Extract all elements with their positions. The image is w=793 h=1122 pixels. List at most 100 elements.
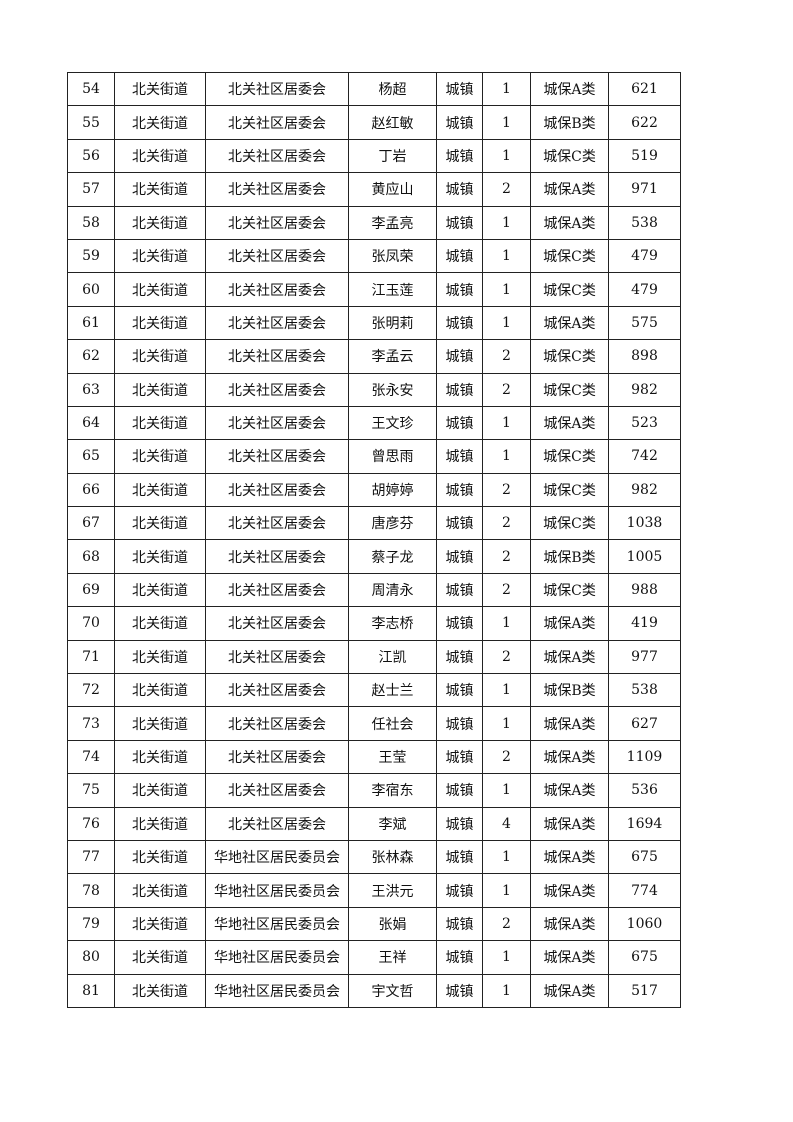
cell-amount: 479 (608, 272, 681, 307)
cell-community: 北关社区居委会 (205, 806, 349, 841)
cell-name: 李孟亮 (348, 205, 437, 240)
cell-household-size: 2 (482, 339, 531, 374)
cell-community: 北关社区居委会 (205, 539, 349, 574)
cell-community: 北关社区居委会 (205, 572, 349, 608)
cell-row-number: 63 (67, 372, 115, 407)
cell-household-size: 1 (482, 238, 531, 274)
cell-community: 北关社区居委会 (205, 172, 349, 207)
cell-amount: 971 (608, 172, 681, 207)
cell-amount: 419 (608, 606, 681, 641)
cell-category: 城保A类 (530, 940, 609, 975)
cell-area-type: 城镇 (436, 472, 483, 508)
cell-street: 北关街道 (114, 272, 206, 307)
cell-street: 北关街道 (114, 873, 206, 908)
cell-area-type: 城镇 (436, 806, 483, 841)
cell-name: 张林森 (348, 839, 437, 875)
table-row: 78 北关街道 华地社区居民委员会 王洪元 城镇 1 城保A类 774 (67, 873, 681, 908)
cell-area-type: 城镇 (436, 439, 483, 474)
cell-row-number: 73 (67, 706, 115, 741)
cell-amount: 575 (608, 305, 681, 341)
cell-household-size: 2 (482, 572, 531, 608)
cell-amount: 982 (608, 372, 681, 407)
cell-category: 城保C类 (530, 138, 609, 174)
table-row: 76 北关街道 北关社区居委会 李斌 城镇 4 城保A类 1694 (67, 806, 681, 841)
cell-street: 北关街道 (114, 706, 206, 741)
cell-amount: 519 (608, 138, 681, 174)
table-row: 65 北关街道 北关社区居委会 曾思雨 城镇 1 城保C类 742 (67, 439, 681, 474)
cell-household-size: 1 (482, 405, 531, 441)
cell-name: 丁岩 (348, 138, 437, 174)
cell-amount: 536 (608, 773, 681, 808)
cell-street: 北关街道 (114, 940, 206, 975)
cell-street: 北关街道 (114, 238, 206, 274)
cell-category: 城保A类 (530, 806, 609, 841)
cell-street: 北关街道 (114, 673, 206, 708)
cell-household-size: 1 (482, 839, 531, 875)
cell-amount: 977 (608, 639, 681, 675)
cell-row-number: 62 (67, 339, 115, 374)
cell-street: 北关街道 (114, 973, 206, 1008)
table-row: 59 北关街道 北关社区居委会 张凤荣 城镇 1 城保C类 479 (67, 238, 681, 274)
cell-area-type: 城镇 (436, 606, 483, 641)
cell-amount: 774 (608, 873, 681, 908)
cell-area-type: 城镇 (436, 639, 483, 675)
cell-row-number: 56 (67, 138, 115, 174)
table-body: 54 北关街道 北关社区居委会 杨超 城镇 1 城保A类 621 55 北关街道 北关社区居委会 赵红… (67, 71, 681, 1008)
cell-name: 黄应山 (348, 172, 437, 207)
cell-row-number: 60 (67, 272, 115, 307)
cell-household-size: 1 (482, 673, 531, 708)
cell-name: 李志桥 (348, 606, 437, 641)
cell-amount: 479 (608, 238, 681, 274)
cell-amount: 898 (608, 339, 681, 374)
table-row: 81 北关街道 华地社区居民委员会 宇文哲 城镇 1 城保A类 517 (67, 973, 681, 1008)
cell-row-number: 79 (67, 906, 115, 942)
cell-category: 城保B类 (530, 105, 609, 140)
cell-name: 王莹 (348, 739, 437, 775)
cell-household-size: 1 (482, 105, 531, 140)
cell-category: 城保A类 (530, 205, 609, 240)
cell-household-size: 4 (482, 806, 531, 841)
cell-street: 北关街道 (114, 205, 206, 240)
cell-area-type: 城镇 (436, 138, 483, 174)
cell-category: 城保A类 (530, 906, 609, 942)
table-row: 70 北关街道 北关社区居委会 李志桥 城镇 1 城保A类 419 (67, 606, 681, 641)
cell-name: 任社会 (348, 706, 437, 741)
cell-street: 北关街道 (114, 372, 206, 407)
cell-category: 城保C类 (530, 339, 609, 374)
cell-household-size: 2 (482, 539, 531, 574)
cell-street: 北关街道 (114, 439, 206, 474)
cell-household-size: 2 (482, 372, 531, 407)
cell-category: 城保A类 (530, 305, 609, 341)
cell-street: 北关街道 (114, 539, 206, 574)
cell-household-size: 1 (482, 305, 531, 341)
cell-row-number: 59 (67, 238, 115, 274)
cell-community: 北关社区居委会 (205, 773, 349, 808)
table-row: 79 北关街道 华地社区居民委员会 张娟 城镇 2 城保A类 1060 (67, 906, 681, 942)
cell-community: 华地社区居民委员会 (205, 940, 349, 975)
cell-area-type: 城镇 (436, 71, 483, 107)
cell-area-type: 城镇 (436, 873, 483, 908)
cell-amount: 1060 (608, 906, 681, 942)
cell-row-number: 65 (67, 439, 115, 474)
cell-amount: 742 (608, 439, 681, 474)
table-row: 63 北关街道 北关社区居委会 张永安 城镇 2 城保C类 982 (67, 372, 681, 407)
cell-name: 李孟云 (348, 339, 437, 374)
cell-household-size: 1 (482, 138, 531, 174)
cell-community: 华地社区居民委员会 (205, 839, 349, 875)
cell-category: 城保A类 (530, 873, 609, 908)
table-row: 56 北关街道 北关社区居委会 丁岩 城镇 1 城保C类 519 (67, 138, 681, 174)
cell-category: 城保C类 (530, 472, 609, 508)
cell-street: 北关街道 (114, 405, 206, 441)
cell-street: 北关街道 (114, 172, 206, 207)
cell-household-size: 1 (482, 706, 531, 741)
cell-street: 北关街道 (114, 572, 206, 608)
cell-household-size: 2 (482, 639, 531, 675)
cell-community: 华地社区居民委员会 (205, 906, 349, 942)
cell-area-type: 城镇 (436, 673, 483, 708)
cell-amount: 988 (608, 572, 681, 608)
cell-row-number: 70 (67, 606, 115, 641)
cell-area-type: 城镇 (436, 940, 483, 975)
cell-street: 北关街道 (114, 606, 206, 641)
cell-amount: 675 (608, 839, 681, 875)
cell-community: 北关社区居委会 (205, 739, 349, 775)
